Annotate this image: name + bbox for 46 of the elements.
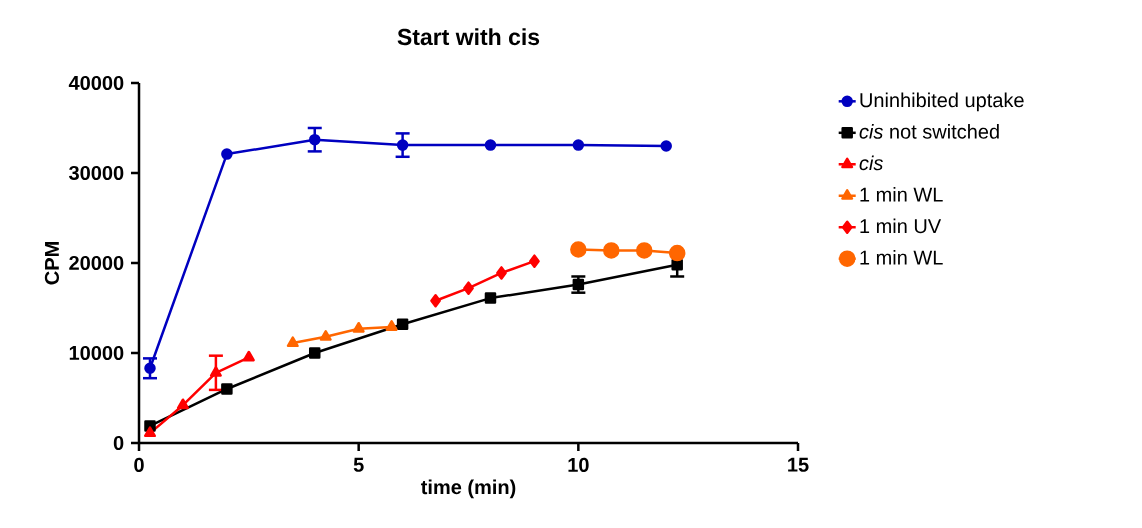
- legend-label: 1 min UV: [860, 218, 942, 234]
- point: [221, 383, 233, 395]
- x-tick-label: 5: [353, 457, 364, 472]
- legend-label: cis: [859, 155, 883, 171]
- point: [385, 320, 398, 331]
- point: [352, 321, 365, 333]
- legend-label: Uninhibited uptake: [860, 92, 1024, 112]
- point: [396, 139, 409, 151]
- legend-label: 1 min WL: [860, 187, 943, 202]
- point: [484, 139, 497, 151]
- x-axis-title: time (min): [420, 479, 516, 499]
- x-tick-label: 10: [568, 457, 589, 473]
- y-tick-label: 30000: [68, 165, 124, 181]
- point: [242, 350, 255, 362]
- x-tick-label: 15: [788, 457, 809, 472]
- point: [668, 244, 686, 262]
- y-tick-label: 10000: [69, 345, 124, 361]
- point: [209, 366, 222, 377]
- point: [603, 242, 620, 259]
- point: [176, 398, 189, 410]
- point: [319, 330, 332, 341]
- legend-label: cis not switched: [859, 124, 999, 139]
- chart-title: Start with cis: [397, 28, 540, 46]
- point: [144, 362, 156, 375]
- point: [430, 294, 441, 308]
- y-tick-label: 40000: [68, 75, 124, 91]
- point: [572, 139, 585, 151]
- point: [484, 292, 497, 304]
- point: [396, 318, 409, 330]
- point: [671, 259, 683, 271]
- x-tick-label: 0: [134, 457, 144, 473]
- point: [463, 281, 474, 295]
- point: [660, 140, 672, 152]
- point: [570, 241, 587, 258]
- point: [496, 266, 507, 280]
- point: [221, 148, 233, 160]
- y-tick-label: 20000: [69, 255, 124, 271]
- point: [529, 254, 540, 268]
- y-tick-label: 0: [113, 435, 124, 451]
- point: [636, 242, 653, 259]
- point: [309, 133, 321, 146]
- legend-label: 1 min WL: [860, 249, 943, 265]
- point: [309, 347, 321, 359]
- point: [286, 336, 299, 348]
- point: [143, 426, 157, 438]
- y-axis-title: CPM: [44, 242, 60, 285]
